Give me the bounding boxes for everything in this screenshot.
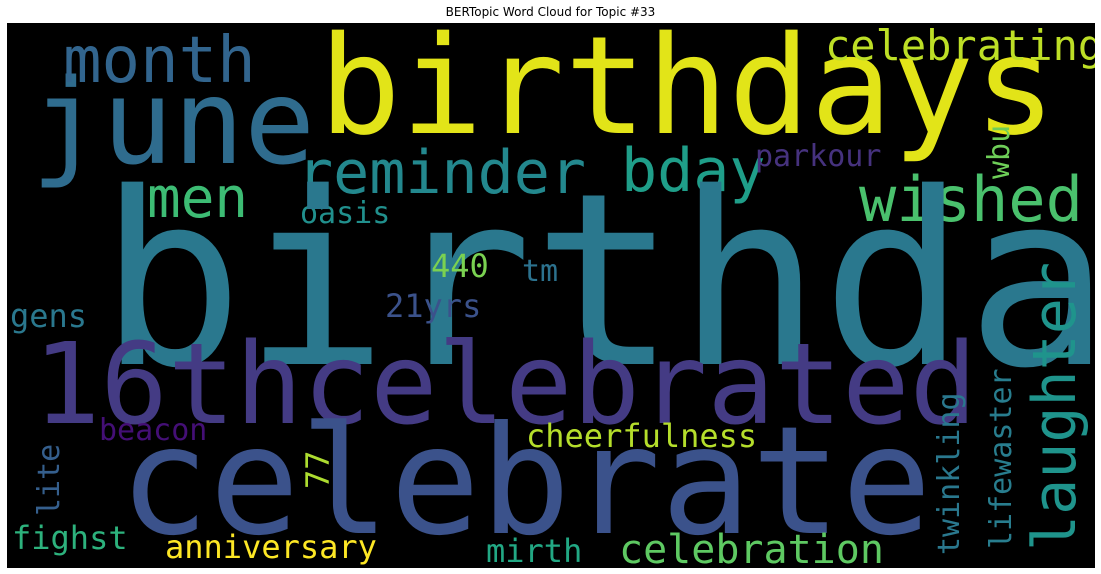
word-fighst: fighst bbox=[12, 519, 128, 557]
word-celebration: celebration bbox=[619, 527, 884, 568]
word-reminder: reminder bbox=[297, 138, 586, 208]
word-mirth: mirth bbox=[486, 532, 583, 568]
word-77: 77 bbox=[299, 450, 337, 489]
word-twinkling: twinkling bbox=[932, 392, 967, 555]
word-tm: tm bbox=[522, 254, 559, 289]
word-440: 440 bbox=[431, 247, 489, 285]
word-month: month bbox=[63, 24, 256, 98]
figure-title: BERTopic Word Cloud for Topic #33 bbox=[445, 5, 656, 19]
word-lite: lite bbox=[32, 443, 67, 516]
word-bday: bday bbox=[621, 136, 766, 206]
word-lifewaster: lifewaster bbox=[984, 368, 1019, 549]
word-beacon: beacon bbox=[99, 413, 208, 448]
word-anniversary: anniversary bbox=[165, 528, 377, 566]
word-wbu: wbu bbox=[982, 124, 1017, 179]
word-parkour: parkour bbox=[755, 139, 882, 174]
word-21yrs: 21yrs bbox=[385, 287, 482, 325]
word-birthdays: birthdays bbox=[319, 23, 1056, 166]
word-cheerfulness: cheerfulness bbox=[526, 417, 758, 455]
word-gens: gens bbox=[10, 297, 88, 335]
word-june: june bbox=[31, 53, 316, 191]
word-celebrating: celebrating bbox=[825, 23, 1095, 70]
word-laughter: laughter bbox=[1020, 262, 1090, 551]
word-cloud: birthdays june month celebrating reminde… bbox=[7, 23, 1095, 568]
word-16thcelebrated: 16thcelebrated bbox=[33, 320, 978, 450]
word-men: men bbox=[147, 166, 249, 231]
word-wished: wished bbox=[859, 163, 1083, 236]
word-birthday: birthday bbox=[99, 141, 1095, 421]
word-celebrate: celebrate bbox=[119, 395, 932, 568]
word-oasis: oasis bbox=[300, 196, 391, 231]
